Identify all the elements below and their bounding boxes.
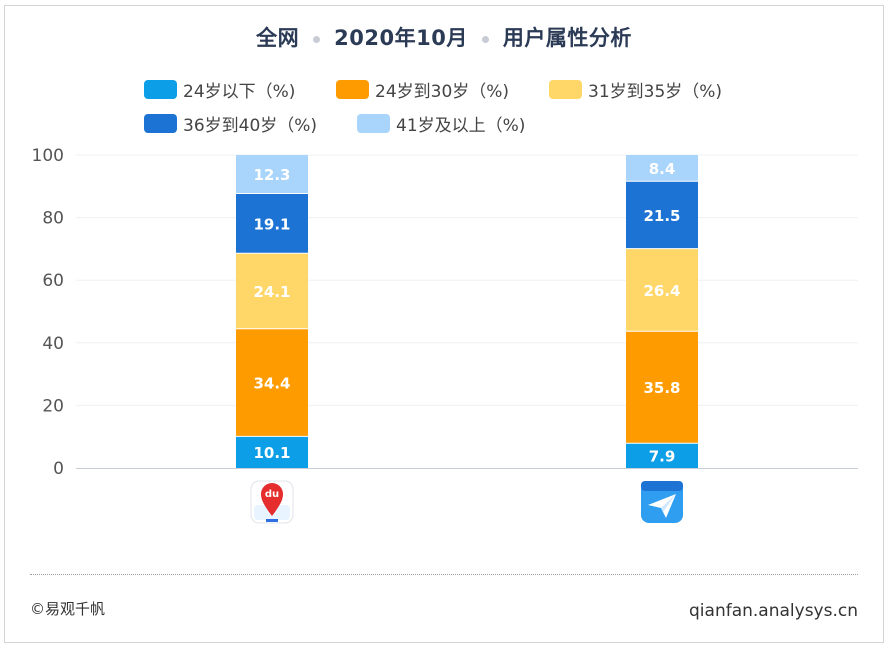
data-label: 21.5: [643, 207, 680, 225]
footer-copyright: ©易观千帆: [30, 600, 106, 618]
legend-label: 31岁到35岁（%): [588, 82, 723, 102]
legend-item-under-24[interactable]: 24岁以下（%): [144, 77, 295, 102]
legend-item-31-35[interactable]: 31岁到35岁（%): [549, 77, 722, 102]
data-label: 34.4: [253, 375, 290, 393]
legend-swatch: [357, 114, 390, 133]
title-period: 2020年10月: [334, 26, 468, 50]
chart-title: 全网 2020年10月 用户属性分析: [0, 22, 888, 52]
legend-swatch: [336, 80, 369, 99]
paper-plane-icon: [648, 494, 676, 518]
bar-segment: [236, 253, 308, 329]
data-label: 8.4: [649, 160, 676, 178]
y-tick-label: 0: [53, 459, 64, 479]
title-separator-dot: [481, 35, 489, 43]
baidu-map-app-icon: du: [250, 480, 294, 524]
map-pin-icon: [261, 483, 283, 516]
bar-stack: 10.1 34.4 24.1 19.1 12.3: [236, 155, 308, 468]
footer-source-url[interactable]: qianfan.analysys.cn: [689, 601, 858, 621]
bar-segment: [626, 248, 698, 332]
title-scope: 全网: [256, 26, 300, 50]
legend-swatch: [144, 80, 177, 99]
legend-item-36-40[interactable]: 36岁到40岁（%): [144, 111, 317, 136]
bar-segment: [236, 328, 308, 437]
y-tick-label: 20: [42, 396, 64, 416]
legend-label: 41岁及以上（%): [396, 116, 526, 136]
legend-item-24-30[interactable]: 24岁到30岁（%): [336, 77, 509, 102]
data-label: 12.3: [253, 166, 290, 184]
legend-label: 24岁到30岁（%): [375, 82, 510, 102]
y-tick-label: 60: [42, 271, 64, 291]
y-tick-label: 80: [42, 209, 64, 229]
data-label: 35.8: [643, 379, 680, 397]
y-tick-label: 40: [42, 334, 64, 354]
title-subject: 用户属性分析: [502, 26, 632, 50]
bar-segment: [626, 181, 698, 249]
chart-frame: [4, 5, 884, 643]
bar-stack: 7.9 35.8 26.4 21.5 8.4: [626, 155, 698, 468]
data-label: 26.4: [643, 282, 680, 300]
icon-glyph: du: [265, 489, 279, 500]
icon-top-band: [641, 481, 683, 491]
bar-segment: [236, 436, 308, 468]
amap-app-icon: [641, 481, 683, 523]
bar-segment: [236, 155, 308, 194]
bar-segment: [626, 331, 698, 444]
data-label: 7.9: [649, 448, 676, 466]
icon-road: [266, 519, 278, 522]
legend-label: 36岁到40岁（%): [183, 116, 318, 136]
y-tick-label: 100: [32, 146, 64, 166]
legend-item-41-plus[interactable]: 41岁及以上（%): [357, 111, 525, 136]
legend-swatch: [549, 80, 582, 99]
data-label: 19.1: [253, 215, 290, 233]
paper-plane-fold: [661, 494, 676, 512]
title-separator-dot: [313, 35, 321, 43]
legend-swatch: [144, 114, 177, 133]
bar-segment: [626, 443, 698, 468]
data-label: 10.1: [253, 444, 290, 462]
bar-segment: [236, 193, 308, 254]
footer-divider: [30, 574, 858, 575]
bar-segment: [626, 155, 698, 182]
legend-label: 24岁以下（%): [183, 82, 296, 102]
data-label: 24.1: [253, 283, 290, 301]
